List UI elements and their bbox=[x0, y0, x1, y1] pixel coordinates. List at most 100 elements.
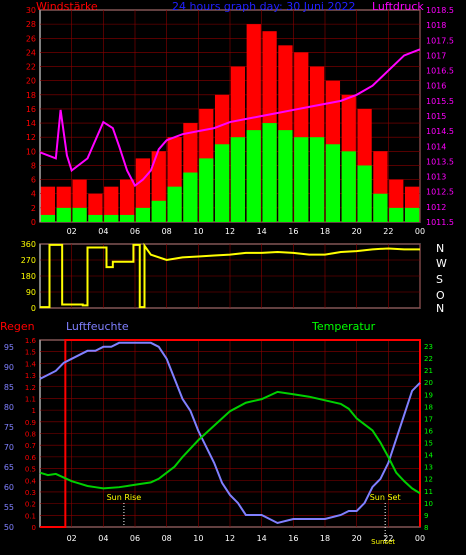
pressure-tick-label: 1015.5 bbox=[426, 97, 454, 106]
compass-letter: N bbox=[436, 302, 444, 315]
pressure-tick-label: 1018.5 bbox=[426, 6, 454, 15]
x-tick-label: 00 bbox=[415, 534, 425, 543]
wind-bar bbox=[119, 179, 135, 222]
compass-letter: N bbox=[436, 242, 444, 255]
wind-bar bbox=[389, 207, 404, 222]
humidity-label: Luftfeuchte bbox=[66, 320, 129, 333]
temperature-tick-label: 18 bbox=[424, 403, 433, 411]
temperature-tick-label: 20 bbox=[424, 379, 433, 387]
temperature-tick-label: 12 bbox=[424, 476, 433, 484]
temperature-tick-label: 15 bbox=[424, 440, 433, 448]
x-tick-label: 12 bbox=[225, 227, 235, 236]
wind-tick-label: 10 bbox=[26, 147, 36, 156]
x-tick-label: 12 bbox=[225, 534, 235, 543]
x-tick-label: 04 bbox=[98, 534, 108, 543]
temperatur-line bbox=[39, 390, 421, 495]
pressure-tick-label: 1014.5 bbox=[426, 127, 454, 136]
temperature-tick-label: 9 bbox=[424, 512, 428, 520]
x-tick-label: 06 bbox=[130, 534, 140, 543]
humidity-tick-label: 50 bbox=[4, 523, 14, 532]
sunset-label: Sun Set bbox=[370, 493, 401, 502]
wind-bar bbox=[40, 186, 56, 222]
wind-tick-label: 4 bbox=[31, 190, 36, 199]
wind-bar bbox=[88, 214, 103, 222]
rain-label: Regen bbox=[0, 320, 35, 333]
humidity-tick-label: 60 bbox=[4, 483, 14, 492]
x-tick-label: 14 bbox=[257, 534, 267, 543]
wind-direction-line bbox=[40, 242, 420, 309]
direction-tick-label: 180 bbox=[21, 272, 36, 281]
x-tick-label: 20 bbox=[352, 534, 362, 543]
chart-title: 24 hours graph day: 30 Juni 2022 bbox=[172, 0, 355, 13]
temperature-label: Temperatur bbox=[311, 320, 376, 333]
humidity-tick-label: 75 bbox=[4, 423, 14, 432]
wind-bar bbox=[151, 200, 166, 222]
rain-tick-label: 1.6 bbox=[25, 337, 37, 345]
pressure-tick-label: 1013.5 bbox=[426, 157, 454, 166]
x-tick-label: 22 bbox=[383, 534, 393, 543]
temperature-tick-label: 16 bbox=[424, 427, 433, 435]
wind-bar bbox=[104, 186, 119, 222]
x-tick-label: 02 bbox=[67, 534, 77, 543]
regen-line bbox=[40, 339, 421, 528]
rain-tick-label: 1.1 bbox=[25, 395, 36, 403]
wind-strength-label: Windstärke bbox=[36, 0, 98, 13]
x-tick-label: 06 bbox=[130, 227, 140, 236]
x-tick-label: 20 bbox=[352, 227, 362, 236]
x-tick-label: 08 bbox=[162, 227, 172, 236]
wind-bar bbox=[104, 214, 119, 222]
humidity-tick-label: 80 bbox=[4, 403, 14, 412]
x-tick-label: 18 bbox=[320, 534, 330, 543]
humidity-tick-label: 90 bbox=[4, 363, 14, 372]
pressure-tick-label: 1017.5 bbox=[426, 36, 454, 45]
compass-letter: W bbox=[436, 257, 447, 270]
pressure-tick-label: 1012.5 bbox=[426, 188, 454, 197]
rain-tick-label: 1 bbox=[32, 407, 36, 415]
humidity-tick-label: 65 bbox=[4, 463, 14, 472]
wind-bar bbox=[404, 207, 420, 222]
direction-tick-label: 270 bbox=[21, 256, 36, 265]
rain-tick-label: 0.3 bbox=[25, 489, 36, 497]
wind-bar bbox=[230, 137, 246, 222]
pressure-tick-label: 1012 bbox=[426, 203, 446, 212]
x-tick-label: 22 bbox=[383, 227, 393, 236]
rain-tick-label: 0.7 bbox=[25, 442, 36, 450]
wind-tick-label: 12 bbox=[26, 133, 36, 142]
pressure-label: Luftdruck bbox=[372, 0, 424, 13]
rain-tick-label: 0.4 bbox=[25, 477, 37, 485]
rain-tick-label: 0.1 bbox=[25, 512, 36, 520]
rain-tick-label: 0.6 bbox=[25, 454, 37, 462]
wind-tick-label: 28 bbox=[26, 20, 36, 29]
wind-bar bbox=[183, 172, 198, 222]
pressure-tick-label: 1017 bbox=[426, 51, 446, 60]
wind-bar bbox=[199, 158, 214, 222]
direction-tick-label: 360 bbox=[21, 240, 36, 249]
temperature-tick-label: 13 bbox=[424, 464, 433, 472]
wind-tick-label: 2 bbox=[31, 204, 36, 213]
rain-tick-label: 1.4 bbox=[25, 360, 37, 368]
wind-bar bbox=[325, 144, 341, 222]
temperature-tick-label: 19 bbox=[424, 391, 433, 399]
x-tick-label: 10 bbox=[193, 227, 203, 236]
luftfeuchte-line bbox=[39, 341, 421, 525]
wind-bar bbox=[214, 144, 230, 222]
wind-tick-label: 20 bbox=[26, 77, 36, 86]
wind-bar bbox=[373, 193, 388, 222]
temperature-tick-label: 14 bbox=[424, 452, 433, 460]
humidity-tick-label: 95 bbox=[4, 343, 14, 352]
x-tick-label: 08 bbox=[162, 534, 172, 543]
x-tick-label: 16 bbox=[288, 227, 298, 236]
pressure-tick-label: 1013 bbox=[426, 173, 446, 182]
x-tick-label: 10 bbox=[193, 534, 203, 543]
wind-tick-label: 0 bbox=[31, 218, 36, 227]
wind-bar bbox=[40, 214, 56, 222]
temperature-tick-label: 10 bbox=[424, 500, 433, 508]
rain-tick-label: 1.5 bbox=[25, 349, 36, 357]
temperature-tick-label: 11 bbox=[424, 488, 433, 496]
direction-tick-label: 0 bbox=[31, 304, 36, 313]
wind-bar bbox=[278, 130, 293, 222]
wind-tick-label: 30 bbox=[26, 6, 36, 15]
wind-bar bbox=[341, 151, 356, 222]
temperature-tick-label: 21 bbox=[424, 367, 433, 375]
